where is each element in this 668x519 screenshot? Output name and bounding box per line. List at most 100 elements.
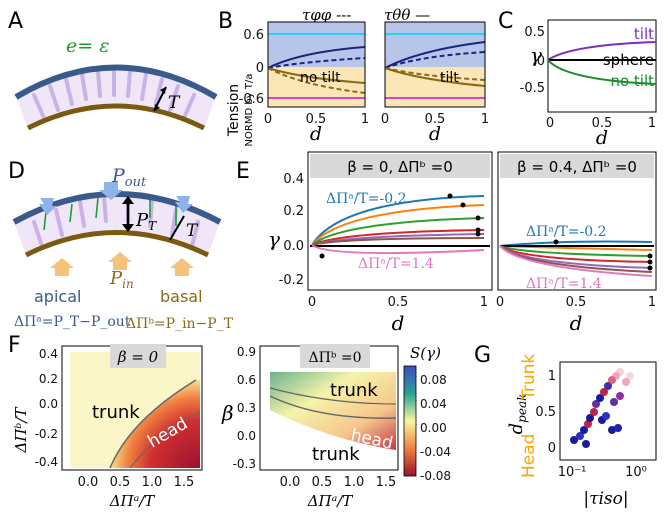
d-pt-label: PT <box>135 210 157 233</box>
f-left-ytick-1: 0.4 <box>39 347 58 361</box>
d-basal-label: basal <box>160 287 203 306</box>
c-legend-notilt: no tilt <box>610 72 654 90</box>
f-left-ytick-4: -0.2 <box>35 427 58 441</box>
f-right-map: ΔΠᵇ =0 trunk head trunk <box>259 344 399 471</box>
d-pout-arrows <box>39 182 193 215</box>
f-right-ytick-4: 0.0 <box>237 429 256 443</box>
panel-b: B τφφ --- τθθ — Tension NORMD by T/a no … <box>218 6 489 146</box>
g-trunk-label: Trunk <box>519 354 539 401</box>
c-ytick-1: 0.5 <box>524 25 545 40</box>
b-ylabel-tension: Tension <box>226 84 242 137</box>
f-right-xlabel: ΔΠᵃ/T <box>307 492 354 510</box>
basal-surface <box>26 103 206 131</box>
b-ytick-1: 0.6 <box>243 28 264 43</box>
e-ytick-3: 0.0 <box>283 239 304 254</box>
f-right-ytick-5: -0.3 <box>233 457 256 471</box>
b-ylabel-normd: NORMD by T/a <box>244 74 255 147</box>
b-xlabel-left: d <box>310 123 322 145</box>
f-right-ytick-3: 0.3 <box>237 401 256 415</box>
c-tilt-curve <box>547 41 657 61</box>
e-xlabel-right: d <box>570 311 583 335</box>
f-cbar-tick-1: 0.08 <box>420 373 447 387</box>
f-left-xtick-1: 0.0 <box>78 475 99 490</box>
f-cbar-tick-5: -0.08 <box>420 469 451 483</box>
f-left-xtick-3: 1.0 <box>142 475 163 490</box>
f-right-ytick-1: 0.9 <box>237 345 256 359</box>
thickness-label: T <box>168 93 181 113</box>
f-left-xtick-4: 1.5 <box>174 475 195 490</box>
e-ytick-2: 0.2 <box>283 204 304 219</box>
b-left-plot: no tilt <box>267 21 366 108</box>
apical-surface <box>14 64 218 100</box>
b-xtick-6: 1 <box>481 112 489 127</box>
g-scatter-points <box>570 368 634 448</box>
e-xtick-2: 0.5 <box>388 295 409 310</box>
panel-letter-c: C <box>498 9 513 34</box>
f-right-xtick-1: 0.0 <box>280 475 301 490</box>
panel-d: D Pout PT T Pin <box>8 159 234 332</box>
e-left-box: β = 0, ΔΠᵇ =0 <box>347 158 453 176</box>
panel-letter-e: E <box>236 159 250 184</box>
d-apical-eq: ΔΠᵃ=P_T−P_out <box>14 314 131 330</box>
panel-g: G dpeak Trunk Head 1 0.5 0 10⁻¹ 10⁰ |τis… <box>474 343 657 509</box>
panel-e: E γ β = 0, ΔΠᵇ =0 ΔΠᵃ/T=-0.2 ΔΠᵃ/T=1.4 <box>236 151 657 335</box>
e-right-label-top: ΔΠᵃ/T=-0.2 <box>526 224 607 240</box>
panel-letter-g: G <box>474 343 491 368</box>
g-xlabel: |τiso| <box>583 489 628 509</box>
c-legend-sphere: sphere <box>603 51 654 69</box>
b-right-plot: tilt <box>384 21 486 108</box>
f-right-xtick-2: 0.5 <box>312 475 333 490</box>
f-right-trunk-top: trunk <box>330 380 378 401</box>
f-left-ytick-2: 0.2 <box>39 372 58 386</box>
f-left-ytick-5: -0.4 <box>35 455 58 469</box>
f-cbar-tick-4: -0.04 <box>420 445 451 459</box>
e-xtick-4: 0 <box>496 295 504 310</box>
e-xtick-5: 0.5 <box>566 295 587 310</box>
f-left-ylabel: ΔΠᵇ/T <box>12 407 30 454</box>
panel-a: A e= ε T <box>8 9 218 131</box>
c-ytick-3: -0.5 <box>520 81 545 96</box>
d-basal-eq: ΔΠᵇ=P_in−P_T <box>126 316 234 332</box>
d-pin-arrows <box>50 252 194 276</box>
f-right-xtick-3: 1.0 <box>344 475 365 490</box>
b-xtick-5: 0.5 <box>425 112 446 127</box>
b-ytick-3: -0.6 <box>239 92 264 107</box>
c-xlabel: d <box>596 127 608 149</box>
d-pin-label: Pin <box>109 268 134 291</box>
f-right-ytick-2: 0.6 <box>237 373 256 387</box>
b-xtick-1: 0 <box>264 112 272 127</box>
f-cbar-tick-2: 0.04 <box>420 397 447 411</box>
b-left-label: no tilt <box>300 70 341 86</box>
legend-tau-thetatheta: τθθ — <box>384 6 430 24</box>
b-xtick-3: 1 <box>361 112 369 127</box>
g-xtick-1: 10⁻¹ <box>558 465 587 480</box>
f-right-xtick-4: 1.5 <box>376 475 397 490</box>
b-xtick-4: 0 <box>381 112 389 127</box>
f-right-ylabel: β <box>221 401 234 425</box>
e-xlabel-left: d <box>392 311 405 335</box>
g-xtick-2: 10⁰ <box>625 465 647 480</box>
e-left-plot: β = 0, ΔΠᵇ =0 ΔΠᵃ/T=-0.2 ΔΠᵃ/T=1.4 <box>307 151 493 291</box>
cell-tilts <box>32 68 196 120</box>
c-xtick-1: 0 <box>546 116 554 131</box>
b-ytick-2: 0 <box>256 61 264 76</box>
f-left-box: β = 0 <box>117 348 159 366</box>
e-xtick-3: 1 <box>480 295 488 310</box>
g-ylabel: dpeak <box>506 394 529 435</box>
f-cbar-tick-3: 0.00 <box>420 421 447 435</box>
f-colorbar: S(γ) 0.08 0.04 0.00 -0.04 -0.08 <box>403 344 451 483</box>
b-right-label: tilt <box>440 70 459 86</box>
b-xlabel-right: d <box>429 123 441 145</box>
e-ylabel: γ <box>268 227 280 251</box>
e-xtick-1: 0 <box>308 295 316 310</box>
legend-tau-phiphi: τφφ --- <box>302 6 351 24</box>
e-ytick-1: 0.4 <box>283 172 304 187</box>
c-ytick-2: 0 <box>537 54 545 69</box>
f-left-xtick-2: 0.5 <box>110 475 131 490</box>
e-xtick-6: 1 <box>648 295 656 310</box>
d-green-arrows <box>43 197 177 231</box>
c-legend-tilt: tilt <box>634 25 654 43</box>
e-label-bottom: ΔΠᵃ/T=1.4 <box>358 256 434 272</box>
e-label-top: ΔΠᵃ/T=-0.2 <box>326 191 407 207</box>
e-right-plot: β = 0.4, ΔΠᵇ =0 ΔΠᵃ/T=-0.2 ΔΠᵃ/T=1.4 <box>497 151 657 292</box>
